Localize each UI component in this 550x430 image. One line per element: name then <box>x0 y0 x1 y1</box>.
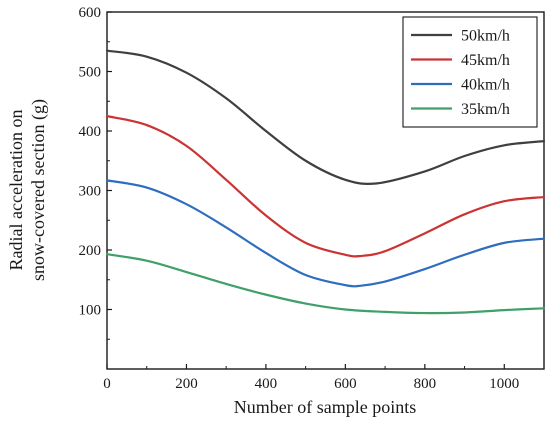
y-tick-label: 200 <box>79 243 102 259</box>
y-tick-label: 400 <box>79 124 102 140</box>
x-tick-label: 600 <box>334 376 357 392</box>
x-tick-label: 800 <box>414 376 437 392</box>
x-tick-label: 0 <box>103 376 111 392</box>
legend-label-45km-h: 45km/h <box>461 52 510 69</box>
series-layer <box>105 49 546 315</box>
legend-label-50km-h: 50km/h <box>461 28 510 45</box>
legend: 50km/h 45km/h 40km/h 35km/h <box>402 16 538 128</box>
series-line-45km-h <box>105 115 546 258</box>
series-line-40km-h <box>105 179 546 288</box>
y-axis-title-line-2: snow-covered section (g) <box>28 99 49 281</box>
y-tick-label: 300 <box>79 184 102 200</box>
y-tick-label: 600 <box>79 5 102 21</box>
series-line-35km-h <box>105 253 546 315</box>
x-tick-label: 1000 <box>489 376 519 392</box>
x-tick-label: 400 <box>255 376 278 392</box>
x-tick-label: 200 <box>175 376 198 392</box>
y-axis-title: Radial acceleration on snow-covered sect… <box>6 99 49 281</box>
y-tick-label: 500 <box>79 65 102 81</box>
legend-label-35km-h: 35km/h <box>461 101 510 118</box>
legend-label-40km-h: 40km/h <box>461 77 510 94</box>
x-axis-title: Number of sample points <box>234 397 416 417</box>
y-tick-label: 100 <box>79 303 102 319</box>
series-line-50km-h <box>105 49 546 186</box>
y-axis-title-line-1: Radial acceleration on <box>6 110 26 271</box>
axis-ticks: 0 200 400 600 800 1000 100 200 300 400 500 600 <box>79 5 520 392</box>
